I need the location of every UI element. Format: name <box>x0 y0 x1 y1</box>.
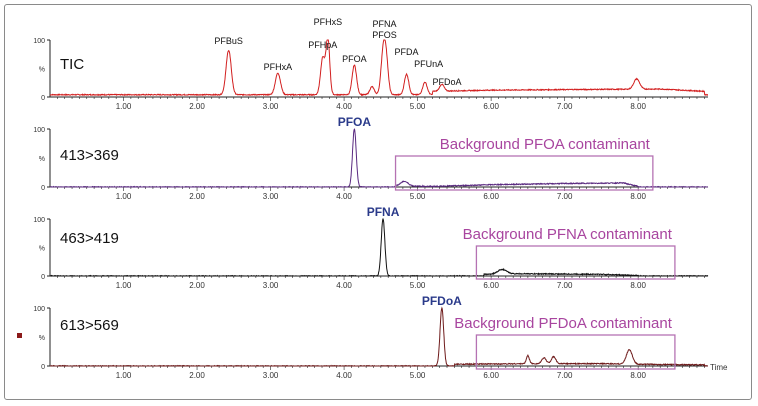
x-tick-label: 6.00 <box>483 281 499 290</box>
y-tick-label: 100 <box>33 217 45 224</box>
x-tick-label: 2.00 <box>189 281 205 290</box>
peak-label: PFNA <box>367 205 400 219</box>
contaminant-annotation: Background PFOA contaminant <box>440 136 651 153</box>
x-tick-label: 1.00 <box>116 102 132 111</box>
tic-peak-label: PFUnA <box>414 59 443 69</box>
tic-peak-label: PFBuS <box>214 36 243 46</box>
x-tick-label: 2.00 <box>189 371 205 380</box>
x-axis-title: Time <box>710 363 728 372</box>
x-tick-label: 7.00 <box>557 102 573 111</box>
x-tick-label: 2.00 <box>189 102 205 111</box>
series-trace <box>50 128 709 188</box>
y-axis-unit: % <box>39 335 45 342</box>
contaminant-box <box>394 155 654 191</box>
chart-panel-1: 100% 0 1.00 2.00 3.00 4.00 5.00 6.00 7.00 8.00 TIC <box>33 38 709 111</box>
tic-peak-label: PFDoA <box>432 77 461 87</box>
channel-label: TIC <box>60 56 84 73</box>
y-tick-label: 0 <box>41 95 45 102</box>
figure-border <box>4 4 752 400</box>
y-tick-label: 100 <box>33 127 45 134</box>
x-tick-label: 1.00 <box>116 281 132 290</box>
series-trace <box>50 39 709 97</box>
x-tick-label: 3.00 <box>263 371 279 380</box>
series-trace <box>49 217 709 277</box>
tic-peak-label: PFDA <box>395 47 419 57</box>
x-tick-label: 4.00 <box>336 102 352 111</box>
channel-label: 613>569 <box>60 317 119 334</box>
y-axis-unit: % <box>39 67 45 74</box>
x-tick-label: 4.00 <box>336 281 352 290</box>
channel-label: 413>369 <box>60 147 119 164</box>
y-tick-label: 0 <box>41 364 45 371</box>
tic-peak-label: PFNA <box>373 19 397 29</box>
y-tick-label: 100 <box>33 306 45 313</box>
x-tick-label: 3.00 <box>263 102 279 111</box>
x-tick-label: 5.00 <box>410 281 426 290</box>
channel-label: 463>419 <box>60 230 119 247</box>
x-tick-label: 5.00 <box>410 102 426 111</box>
x-tick-label: 5.00 <box>410 192 426 201</box>
tic-peak-label: PFOS <box>372 30 397 40</box>
contaminant-annotation: Background PFDoA contaminant <box>454 315 672 332</box>
x-tick-label: 3.00 <box>263 192 279 201</box>
x-tick-label: 8.00 <box>630 371 646 380</box>
x-tick-label: 3.00 <box>263 281 279 290</box>
x-tick-label: 7.00 <box>557 281 573 290</box>
legend-marker <box>17 333 22 338</box>
x-tick-label: 2.00 <box>189 192 205 201</box>
x-tick-label: 8.00 <box>630 281 646 290</box>
x-tick-label: 7.00 <box>557 192 573 201</box>
peak-label: PFOA <box>338 115 372 129</box>
tic-peak-label: PFOA <box>342 54 367 64</box>
chart-panel-2: 100% 0 1.00 2.00 3.00 4.00 5.00 6.00 7.00 8.00 413… <box>33 115 709 201</box>
chart-panel-3: 100% 0 1.00 2.00 3.00 4.00 5.00 6.00 7.00 8.00 463… <box>33 205 709 290</box>
x-tick-label: 6.00 <box>483 102 499 111</box>
y-tick-label: 0 <box>41 274 45 281</box>
peak-label: PFDoA <box>422 294 462 308</box>
tic-peak-label: PFHpA <box>308 40 337 50</box>
y-axis-unit: % <box>39 246 45 253</box>
series-trace <box>49 306 708 367</box>
tic-peak-label: PFHxA <box>264 62 293 72</box>
chart-panel-4: 100% 0 1.00 2.00 3.00 4.00 5.00 6.00 7.00 8.00 Tim… <box>33 294 728 380</box>
contaminant-box <box>475 334 676 370</box>
contaminant-box <box>475 245 676 280</box>
x-tick-label: 4.00 <box>336 192 352 201</box>
y-tick-label: 0 <box>41 185 45 192</box>
x-tick-label: 8.00 <box>630 192 646 201</box>
y-axis-unit: % <box>39 156 45 163</box>
y-tick-label: 100 <box>33 38 45 45</box>
x-tick-label: 5.00 <box>410 371 426 380</box>
x-tick-label: 1.00 <box>116 371 132 380</box>
x-tick-label: 6.00 <box>483 371 499 380</box>
x-tick-label: 4.00 <box>336 371 352 380</box>
tic-peak-label: PFHxS <box>314 17 343 27</box>
x-tick-label: 6.00 <box>483 192 499 201</box>
x-tick-label: 8.00 <box>630 102 646 111</box>
x-tick-label: 7.00 <box>557 371 573 380</box>
contaminant-annotation: Background PFNA contaminant <box>463 226 673 243</box>
x-tick-label: 1.00 <box>116 192 132 201</box>
